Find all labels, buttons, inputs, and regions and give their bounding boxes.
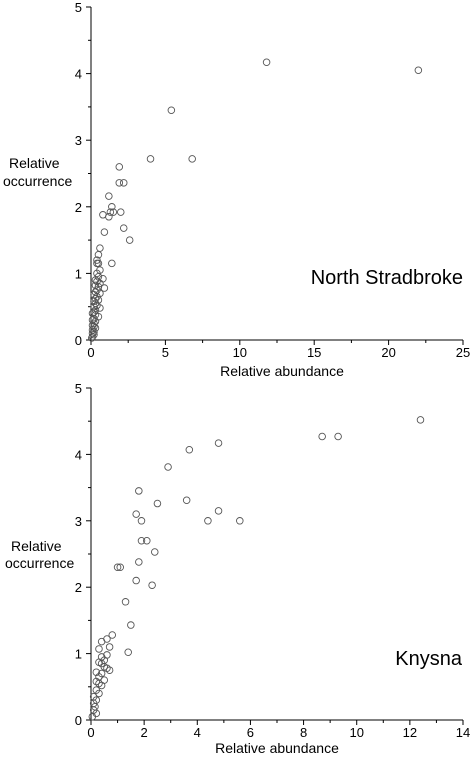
y-tick-label: 0 (75, 333, 82, 348)
data-point (164, 463, 172, 471)
data-point (117, 208, 125, 216)
panel-north-stradbroke: Relative occurrence North Stradbroke Rel… (3, 0, 470, 379)
y-axis-label-line1: Relative (9, 155, 60, 171)
data-point (108, 259, 116, 268)
x-axis-label: Relative abundance (215, 740, 339, 756)
x-tick-label: 4 (194, 725, 201, 740)
data-point (214, 439, 223, 447)
data-point (115, 163, 124, 171)
x-tick-label: 0 (87, 345, 94, 360)
data-point (143, 536, 151, 545)
y-tick-label: 0 (75, 713, 82, 728)
data-point (97, 637, 106, 646)
data-point (125, 236, 134, 244)
y-axis-label-line2: occurrence (5, 555, 74, 571)
y-tick-label: 1 (75, 647, 82, 662)
data-point (204, 517, 212, 525)
y-tick-label: 2 (75, 580, 82, 595)
y-tick-label: 3 (75, 514, 82, 529)
data-point (151, 548, 159, 556)
data-point (135, 558, 143, 566)
data-point (119, 179, 128, 187)
data-point (182, 496, 191, 504)
data-point (146, 155, 155, 163)
data-point (214, 507, 223, 515)
x-tick-label: 14 (456, 725, 470, 740)
data-point (100, 228, 109, 236)
y-tick-label: 5 (75, 0, 82, 15)
data-point (106, 208, 115, 216)
data-point (94, 251, 103, 259)
panel-label-knysna: Knysna (395, 648, 463, 670)
data-point (416, 416, 425, 424)
data-point (96, 304, 104, 312)
data-point (119, 224, 128, 232)
data-point (137, 536, 146, 545)
data-point (105, 192, 113, 200)
y-tick-label: 4 (75, 447, 82, 462)
x-tick-label: 0 (87, 725, 94, 740)
data-point (95, 645, 103, 653)
data-point (153, 499, 162, 508)
data-point (109, 208, 118, 216)
data-point (88, 332, 97, 341)
data-point (334, 432, 342, 441)
x-tick-label: 8 (300, 725, 307, 740)
x-tick-label: 15 (307, 345, 321, 360)
data-point (105, 643, 114, 651)
data-point (121, 598, 130, 606)
x-tick-label: 10 (233, 345, 247, 360)
panel-knysna: Relative occurrence Knysna Relative abun… (5, 381, 470, 756)
data-point (115, 179, 124, 187)
x-tick-label: 12 (403, 725, 417, 740)
x-tick-label: 6 (247, 725, 254, 740)
panel-label-north-stradbroke: North Stradbroke (311, 267, 463, 289)
x-tick-label: 20 (381, 345, 395, 360)
data-point (135, 487, 143, 495)
x-tick-label: 10 (349, 725, 363, 740)
data-point (127, 621, 135, 629)
data-point (88, 712, 97, 721)
data-point (108, 203, 116, 211)
data-point (108, 631, 117, 639)
data-point (132, 576, 140, 585)
data-point (95, 689, 103, 698)
x-axis-label: Relative abundance (220, 363, 344, 379)
data-point (137, 517, 146, 525)
data-point (188, 155, 196, 163)
data-point (113, 563, 122, 572)
data-point (88, 329, 97, 338)
x-tick-label: 25 (456, 345, 470, 360)
data-point (148, 581, 156, 589)
x-tick-label: 5 (162, 345, 169, 360)
data-point (262, 58, 271, 67)
data-point (185, 446, 194, 454)
y-tick-label: 3 (75, 133, 82, 148)
y-tick-label: 5 (75, 381, 82, 396)
y-tick-label: 1 (75, 266, 82, 281)
y-axis-label-line1: Relative (11, 538, 62, 554)
data-point (87, 334, 96, 342)
data-point (93, 256, 101, 264)
data-point (96, 279, 104, 288)
y-tick-label: 2 (75, 200, 82, 215)
data-point (414, 66, 423, 75)
data-point (116, 563, 124, 572)
x-tick-label: 2 (141, 725, 148, 740)
data-point (97, 681, 106, 690)
y-axis-label-line2: occurrence (3, 173, 72, 189)
data-point (132, 510, 140, 518)
data-point (96, 244, 104, 252)
y-tick-label: 4 (75, 67, 82, 82)
data-point (105, 213, 113, 221)
data-point (124, 648, 132, 657)
data-point (318, 432, 326, 441)
data-point (100, 284, 109, 292)
data-point (236, 517, 244, 525)
data-point (167, 106, 176, 114)
data-point (105, 666, 114, 674)
